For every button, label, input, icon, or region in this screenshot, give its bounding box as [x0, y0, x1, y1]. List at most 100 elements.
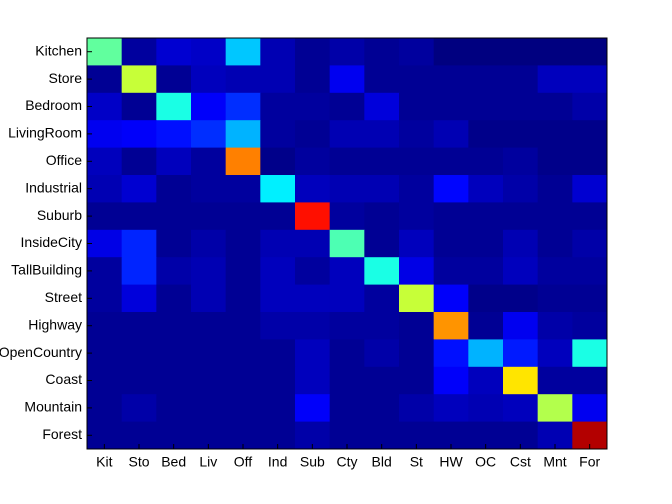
heatmap-cell	[433, 339, 469, 368]
heatmap-cell	[295, 366, 331, 395]
heatmap-cell	[225, 257, 261, 286]
heatmap-cell	[399, 65, 435, 94]
heatmap-cell	[225, 366, 261, 395]
heatmap-cell	[329, 284, 365, 313]
heatmap-cell	[329, 339, 365, 368]
heatmap-cell	[468, 92, 504, 121]
heatmap-cell	[121, 147, 157, 176]
heatmap-cell	[329, 257, 365, 286]
heatmap-cell	[260, 394, 296, 423]
heatmap-cell	[87, 202, 123, 231]
y-tick-label: TallBuilding	[11, 262, 82, 278]
heatmap-cell	[433, 257, 469, 286]
heatmap-cell	[399, 366, 435, 395]
heatmap-cell	[121, 394, 157, 423]
heatmap-cell	[503, 366, 539, 395]
heatmap-cell	[156, 229, 192, 258]
heatmap-cell	[156, 38, 192, 66]
heatmap-cell	[399, 229, 435, 258]
heatmap-cell	[191, 202, 227, 231]
heatmap-cell	[399, 147, 435, 176]
y-tick-label: Bedroom	[25, 97, 82, 113]
heatmap-cell	[225, 147, 261, 176]
x-tick-label: Sto	[128, 454, 149, 470]
heatmap-cell	[399, 120, 435, 149]
heatmap-cell	[225, 202, 261, 231]
heatmap-cell	[399, 175, 435, 203]
heatmap-cell	[329, 38, 365, 66]
heatmap-cell	[295, 120, 331, 149]
heatmap-cell	[433, 284, 469, 313]
heatmap-cell	[191, 65, 227, 94]
heatmap-cell	[468, 366, 504, 395]
heatmap-cell	[537, 284, 573, 313]
heatmap-cell	[399, 339, 435, 368]
heatmap-cell	[295, 394, 331, 423]
heatmap-cell	[537, 65, 573, 94]
heatmap-cell	[225, 92, 261, 121]
heatmap-cell	[503, 65, 539, 94]
heatmap-cell	[503, 312, 539, 340]
heatmap-cell	[572, 229, 608, 258]
heatmap-cell	[399, 394, 435, 423]
heatmap-cell	[399, 257, 435, 286]
heatmap-cell	[295, 257, 331, 286]
heatmap-cell	[156, 366, 192, 395]
x-tick-label: Bed	[161, 454, 186, 470]
heatmap-cell	[572, 366, 608, 395]
heatmap-cell	[468, 394, 504, 423]
heatmap-cell	[191, 120, 227, 149]
heatmap-cell	[433, 202, 469, 231]
heatmap-cell	[468, 284, 504, 313]
heatmap-cell	[433, 175, 469, 203]
heatmap-cell	[503, 92, 539, 121]
heatmap-cell	[537, 38, 573, 66]
heatmap-cell	[433, 92, 469, 121]
heatmap-cell	[191, 339, 227, 368]
heatmap-cell	[399, 202, 435, 231]
heatmap-cell	[121, 284, 157, 313]
heatmap-cell	[468, 65, 504, 94]
heatmap-cell	[87, 312, 123, 340]
heatmap-cell	[537, 339, 573, 368]
heatmap-cell	[156, 65, 192, 94]
heatmap-cell	[329, 65, 365, 94]
heatmap-cell	[295, 229, 331, 258]
heatmap-cell	[260, 202, 296, 231]
heatmap-cell	[225, 339, 261, 368]
heatmap-cell	[191, 312, 227, 340]
heatmap-cell	[503, 339, 539, 368]
x-tick-label: St	[410, 454, 423, 470]
heatmap-cell	[433, 38, 469, 66]
heatmap-cell	[364, 65, 400, 94]
heatmap-cell	[468, 257, 504, 286]
heatmap-cell	[433, 120, 469, 149]
x-tick-label: Cst	[510, 454, 531, 470]
heatmap-cell	[156, 257, 192, 286]
heatmap-cell	[156, 284, 192, 313]
heatmap-cell	[225, 175, 261, 203]
heatmap-cell	[329, 147, 365, 176]
heatmap-cell	[260, 229, 296, 258]
heatmap-cell	[572, 120, 608, 149]
y-tick-label: Suburb	[37, 207, 82, 223]
heatmap-cell	[537, 120, 573, 149]
heatmap-cell	[503, 202, 539, 231]
heatmap-cell	[260, 339, 296, 368]
heatmap-cell	[364, 394, 400, 423]
heatmap-cell	[433, 394, 469, 423]
heatmap-cell	[329, 202, 365, 231]
heatmap-cell	[260, 257, 296, 286]
heatmap-cell	[191, 229, 227, 258]
heatmap-cell	[364, 229, 400, 258]
heatmap-cell	[87, 339, 123, 368]
y-tick-label: InsideCity	[21, 234, 82, 250]
heatmap-cell	[87, 229, 123, 258]
heatmap-cell	[537, 257, 573, 286]
heatmap-cell	[156, 394, 192, 423]
heatmap-cell	[537, 229, 573, 258]
heatmap-cell	[295, 175, 331, 203]
heatmap-cell	[503, 257, 539, 286]
heatmap-cell	[260, 175, 296, 203]
heatmap-cell	[295, 38, 331, 66]
